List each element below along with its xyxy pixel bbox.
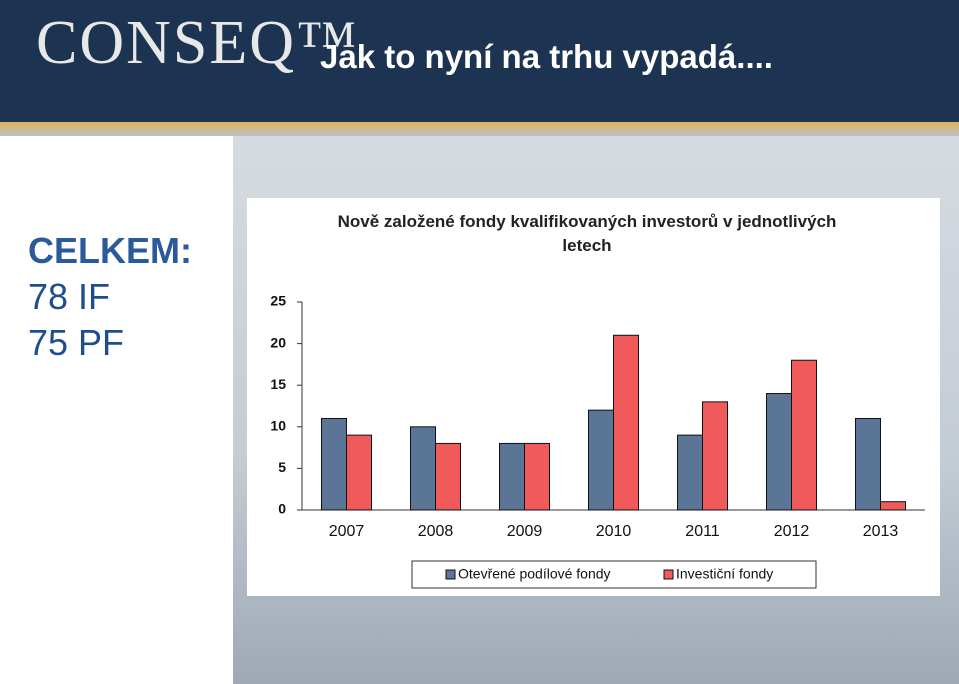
legend-swatch bbox=[663, 569, 674, 580]
bar bbox=[677, 434, 703, 511]
x-tick-label: 2012 bbox=[774, 523, 810, 540]
y-tick-label: 20 bbox=[270, 334, 286, 350]
y-tick-label: 5 bbox=[278, 459, 286, 475]
y-tick-label: 10 bbox=[270, 418, 286, 434]
x-tick-label: 2009 bbox=[507, 523, 543, 540]
chart-panel: Nově založené fondy kvalifikovaných inve… bbox=[247, 198, 940, 596]
bar bbox=[321, 417, 347, 511]
chart-title: Nově založené fondy kvalifikovaných inve… bbox=[337, 212, 837, 255]
legend-box bbox=[411, 560, 817, 589]
slide-title: Jak to nyní na trhu vypadá.... bbox=[320, 38, 773, 75]
legend-swatch bbox=[445, 569, 456, 580]
bar bbox=[410, 426, 436, 511]
summary-line: 75 PF bbox=[28, 322, 125, 363]
legend-label: Otevřené podílové fondy bbox=[458, 566, 611, 582]
bar bbox=[524, 442, 550, 511]
y-tick-label: 0 bbox=[278, 501, 286, 517]
x-tick-label: 2010 bbox=[596, 523, 632, 540]
bar bbox=[766, 393, 792, 511]
bar bbox=[791, 359, 817, 511]
summary-heading: CELKEM: bbox=[28, 230, 192, 271]
y-tick-label: 15 bbox=[270, 376, 286, 392]
summary-line: 78 IF bbox=[28, 276, 111, 317]
header: CONSEQ™ Jak to nyní na trhu vypadá.... bbox=[0, 0, 959, 122]
chart: 0 5 10 15 20 25 2007 2008 2009 2010 2011 2012 2013 Ot… bbox=[270, 293, 925, 589]
bar bbox=[346, 434, 372, 511]
x-tick-label: 2007 bbox=[329, 523, 365, 540]
summary: CELKEM: 78 IF 75 PF bbox=[28, 228, 192, 366]
bar bbox=[855, 417, 881, 511]
bar bbox=[613, 334, 639, 511]
x-tick-label: 2011 bbox=[685, 523, 720, 540]
bar bbox=[702, 401, 728, 511]
bar bbox=[588, 409, 614, 511]
bar bbox=[435, 442, 461, 511]
x-tick-label: 2013 bbox=[863, 523, 899, 540]
bar bbox=[880, 501, 906, 511]
logo: CONSEQ™ bbox=[36, 9, 359, 77]
x-tick-label: 2008 bbox=[418, 523, 454, 540]
bar bbox=[499, 442, 525, 511]
y-tick-label: 25 bbox=[270, 293, 286, 309]
legend-label: Investiční fondy bbox=[676, 566, 773, 582]
header-strip bbox=[0, 122, 959, 136]
